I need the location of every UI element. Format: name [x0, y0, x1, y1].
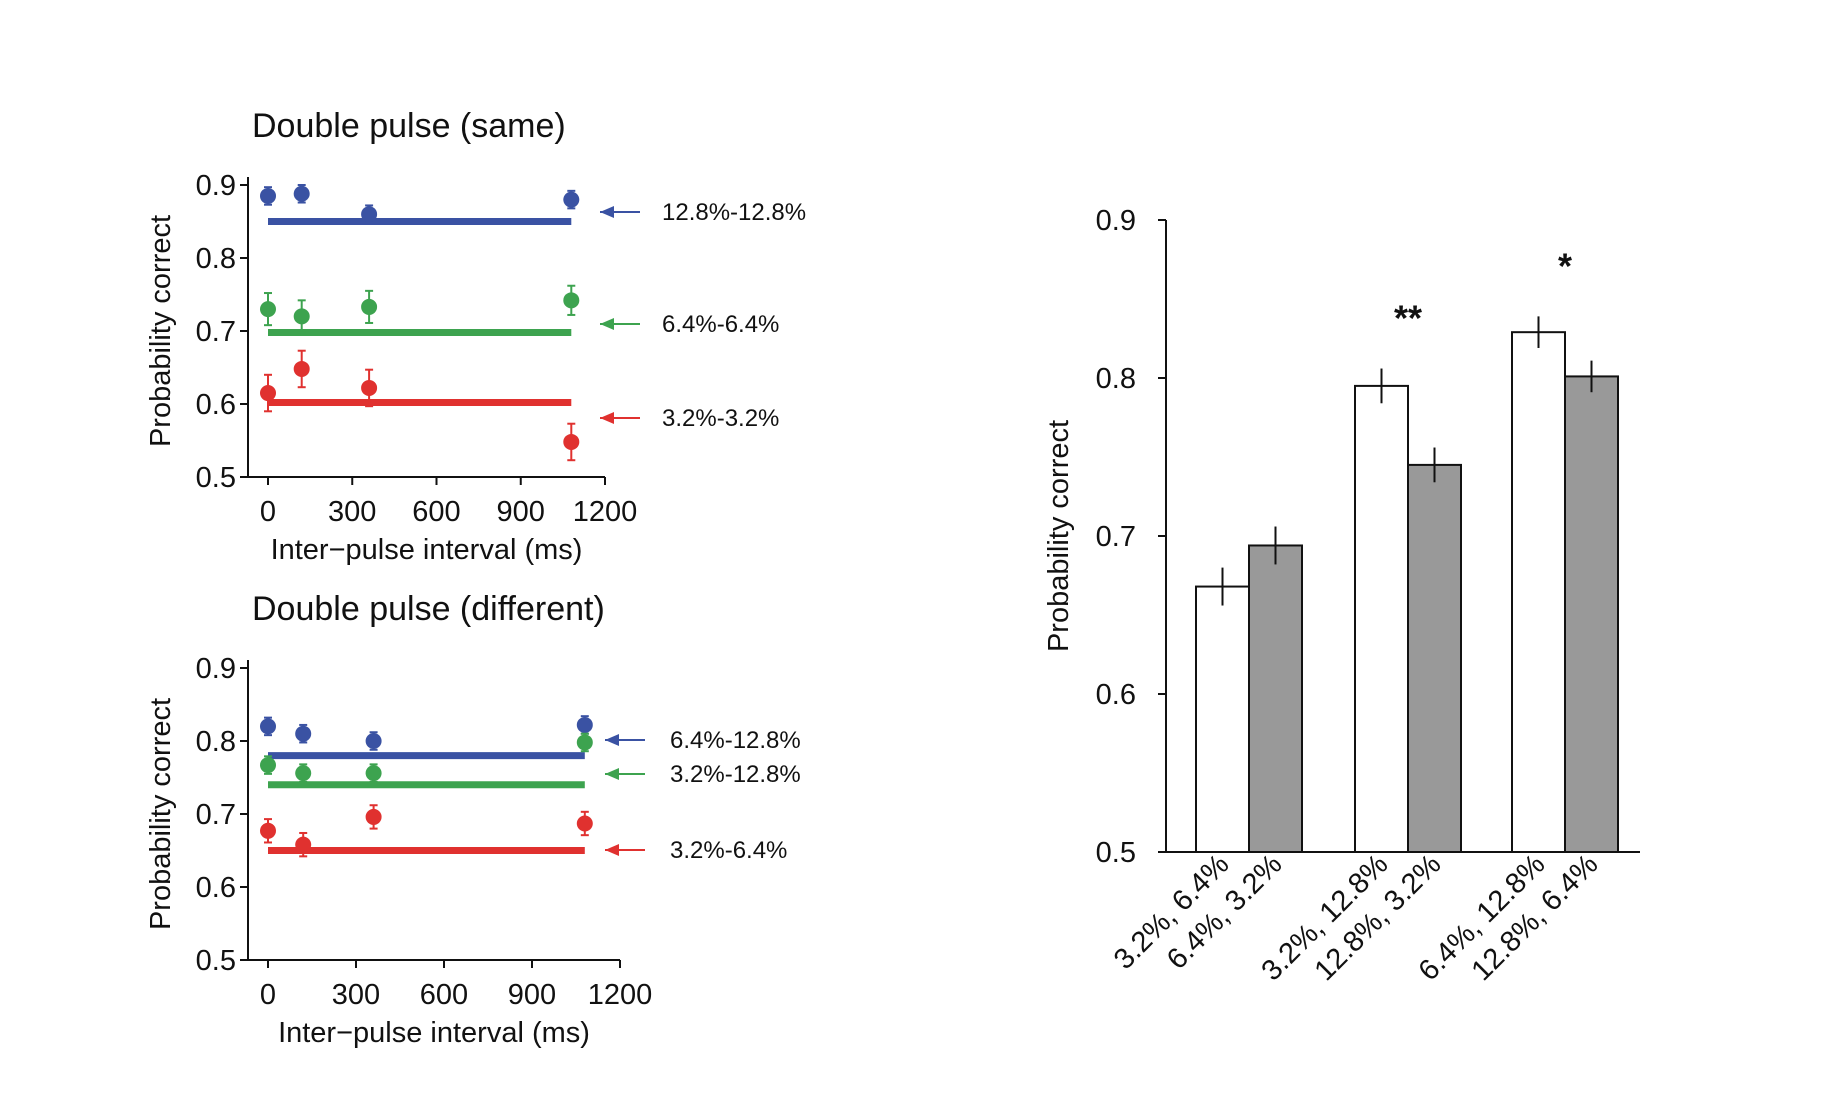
data-point	[260, 757, 276, 774]
y-tick-label: 0.5	[196, 462, 236, 494]
y-tick-label: 0.6	[196, 872, 236, 904]
data-point	[260, 385, 276, 402]
data-point	[361, 298, 378, 315]
bar	[1511, 331, 1566, 853]
y-tick-label: 0.9	[1096, 205, 1136, 237]
bar	[1564, 375, 1619, 853]
data-point	[260, 822, 276, 839]
bar	[1407, 463, 1462, 853]
data-point	[260, 301, 276, 318]
data-point	[361, 379, 378, 396]
panel-title: Double pulse (different)	[252, 590, 605, 628]
series-label: 6.4%-6.4%	[662, 311, 779, 338]
x-axis-label: Inter−pulse interval (ms)	[271, 534, 583, 566]
y-tick-label: 0.9	[196, 653, 236, 685]
series-2: 6.4%-6.4%	[260, 284, 779, 338]
legend-arrowhead	[600, 206, 614, 218]
legend-arrowhead	[600, 412, 614, 424]
y-tick-label: 0.6	[196, 389, 236, 421]
data-point	[365, 808, 382, 825]
scatter-panel-2: Double pulse (different) 0.5 0.6 0.7 0.8 0.9 0…	[145, 590, 801, 1049]
x-tick-label: 0	[260, 496, 276, 528]
y-tick-label: 0.8	[196, 726, 236, 758]
y-tick-label: 0.7	[196, 316, 236, 348]
data-point	[293, 185, 310, 202]
x-tick-label: 1200	[588, 979, 653, 1011]
x-axis-label: Inter−pulse interval (ms)	[278, 1017, 590, 1049]
series-1: 6.4%-12.8%	[260, 715, 801, 760]
series-label: 3.2%-6.4%	[670, 837, 787, 864]
y-tick-label: 0.7	[1096, 521, 1136, 553]
series-2: 3.2%-12.8%	[260, 732, 801, 789]
y-tick-label: 0.9	[196, 170, 236, 202]
scatter-panel-1: Double pulse (same) 0.5 0.6 0.7 0.8 0.9 0 300 60…	[145, 107, 806, 566]
data-point	[563, 292, 580, 309]
panel-title: Double pulse (same)	[252, 107, 566, 145]
data-point	[361, 206, 378, 223]
x-tick-label: 300	[332, 979, 380, 1011]
significance-marker: **	[1394, 298, 1422, 339]
y-tick-label: 0.6	[1096, 679, 1136, 711]
data-point	[260, 718, 276, 735]
series-1: 12.8%-12.8%	[260, 184, 806, 226]
series-3: 3.2%-6.4%	[260, 804, 787, 864]
y-tick-label: 0.5	[1096, 837, 1136, 869]
data-point	[563, 433, 580, 450]
data-point	[295, 765, 312, 782]
data-point	[365, 733, 382, 749]
data-point	[293, 360, 310, 377]
y-tick-label: 0.7	[196, 799, 236, 831]
data-point	[260, 187, 276, 204]
x-tick-label: 600	[412, 496, 460, 528]
bar	[1195, 585, 1250, 853]
x-tick-label: 1200	[573, 496, 638, 528]
series-label: 12.8%-12.8%	[662, 199, 806, 226]
significance-marker: *	[1558, 245, 1572, 286]
bar	[1248, 544, 1303, 853]
legend-arrowhead	[600, 318, 614, 330]
data-point	[295, 836, 312, 853]
bar	[1354, 384, 1409, 853]
x-tick-label: 900	[497, 496, 545, 528]
data-point	[293, 308, 310, 325]
data-point	[576, 815, 593, 832]
x-tick-label: 0	[260, 979, 276, 1011]
series-label: 6.4%-12.8%	[670, 727, 801, 754]
series-label: 3.2%-12.8%	[670, 761, 801, 788]
series-label: 3.2%-3.2%	[662, 405, 779, 432]
y-tick-label: 0.5	[196, 945, 236, 977]
legend-arrowhead	[605, 768, 619, 780]
x-tick-label: 300	[328, 496, 376, 528]
series-3: 3.2%-3.2%	[260, 349, 779, 462]
y-axis-label: Probability correct	[1043, 420, 1075, 652]
data-point	[295, 725, 312, 742]
y-axis-label: Probability correct	[145, 215, 177, 447]
x-tick-label: 600	[420, 979, 468, 1011]
y-tick-label: 0.8	[196, 243, 236, 275]
x-tick-label: 900	[508, 979, 556, 1011]
data-point	[563, 191, 580, 208]
legend-arrowhead	[605, 844, 619, 856]
data-point	[576, 716, 593, 733]
y-tick-label: 0.8	[1096, 363, 1136, 395]
legend-arrowhead	[605, 734, 619, 746]
data-point	[365, 765, 382, 782]
data-point	[576, 734, 593, 751]
y-axis-label: Probability correct	[145, 698, 177, 930]
